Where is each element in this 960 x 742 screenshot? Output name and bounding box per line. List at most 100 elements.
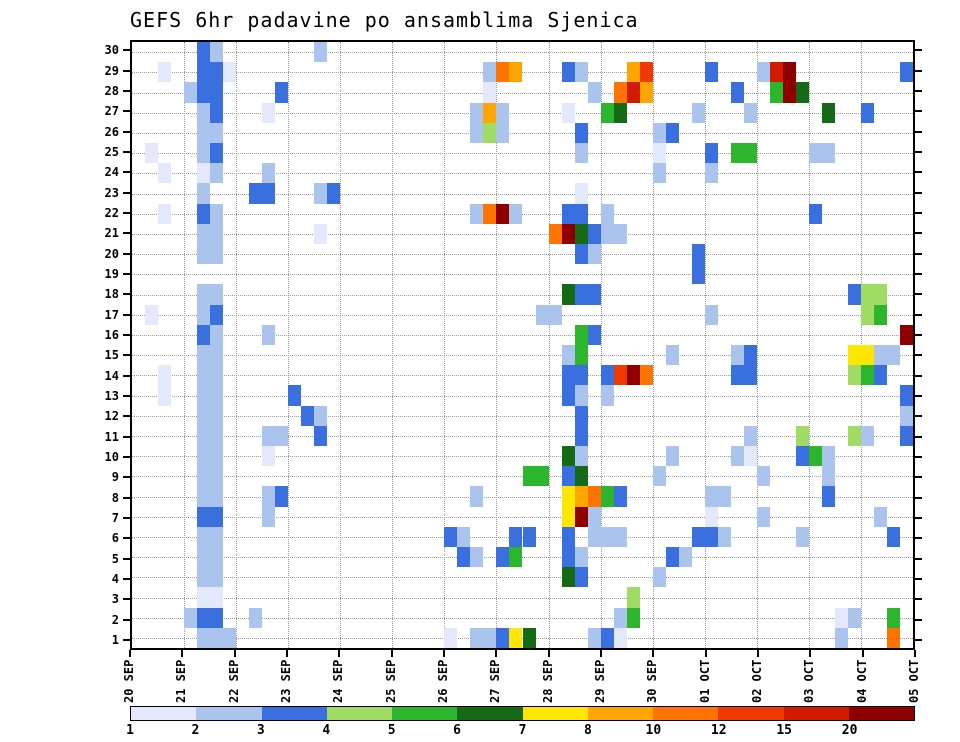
heatmap-cell xyxy=(210,547,224,568)
grid-line-horizontal xyxy=(132,173,913,175)
y-tick xyxy=(123,89,130,92)
heatmap-cell xyxy=(158,365,172,386)
y-tick-label: 16 xyxy=(104,327,119,342)
heatmap-cell xyxy=(197,183,211,204)
heatmap-cell xyxy=(158,203,172,224)
colorbar-label: 7 xyxy=(518,723,527,738)
heatmap-cell xyxy=(860,345,874,366)
heatmap-cell xyxy=(847,345,861,366)
y-tick-label: 27 xyxy=(104,104,119,119)
x-tick-label: 24 SEP xyxy=(331,659,346,703)
y-tick-label: 10 xyxy=(104,449,119,464)
heatmap-cell xyxy=(262,163,276,184)
grid-line-vertical xyxy=(808,42,810,648)
heatmap-cell xyxy=(574,62,588,83)
y-tick xyxy=(123,171,130,174)
heatmap-cell xyxy=(665,547,679,568)
y-tick-label: 26 xyxy=(104,124,119,139)
heatmap-cell xyxy=(860,304,874,325)
heatmap-cell xyxy=(821,446,835,467)
y-tick xyxy=(123,293,130,296)
x-tick xyxy=(129,650,131,657)
heatmap-cell xyxy=(197,405,211,426)
heatmap-cell xyxy=(210,405,224,426)
grid-line-vertical xyxy=(288,42,290,648)
heatmap-cell xyxy=(561,466,575,487)
heatmap-cell xyxy=(678,547,692,568)
y-tick-right xyxy=(915,272,922,275)
y-tick-right xyxy=(915,537,922,540)
heatmap-cell xyxy=(275,82,289,103)
colorbar-segment xyxy=(783,707,849,720)
heatmap-cell xyxy=(717,526,731,547)
x-tick-label: 05 OCT xyxy=(907,659,921,703)
y-tick-label: 21 xyxy=(104,226,119,241)
y-tick xyxy=(123,455,130,458)
grid-line-horizontal xyxy=(132,395,913,397)
heatmap-cell xyxy=(899,62,913,83)
heatmap-cell xyxy=(691,264,705,285)
grid-line-vertical xyxy=(392,42,394,648)
heatmap-cell xyxy=(652,122,666,143)
heatmap-cell xyxy=(886,627,900,648)
y-tick-right xyxy=(915,516,922,519)
heatmap-cell xyxy=(470,486,484,507)
heatmap-cell xyxy=(626,365,640,386)
y-tick-right xyxy=(915,394,922,397)
heatmap-cell xyxy=(574,365,588,386)
heatmap-cell xyxy=(197,122,211,143)
y-tick xyxy=(123,130,130,133)
heatmap-cell xyxy=(210,82,224,103)
grid-line-vertical xyxy=(184,42,186,648)
heatmap-cell xyxy=(275,486,289,507)
heatmap-cell xyxy=(574,506,588,527)
grid-line-horizontal xyxy=(132,415,913,417)
y-tick xyxy=(123,435,130,438)
heatmap-cell xyxy=(158,385,172,406)
x-tick-label: 22 SEP xyxy=(226,659,241,703)
heatmap-cell xyxy=(483,82,497,103)
heatmap-cell xyxy=(262,486,276,507)
y-tick xyxy=(123,110,130,113)
heatmap-cell xyxy=(587,324,601,345)
heatmap-cell xyxy=(197,607,211,628)
colorbar-label: 4 xyxy=(322,723,331,738)
heatmap-cell xyxy=(691,102,705,123)
heatmap-cell xyxy=(262,425,276,446)
x-tick xyxy=(443,650,445,657)
heatmap-cell xyxy=(587,506,601,527)
heatmap-cell xyxy=(743,365,757,386)
heatmap-cell xyxy=(574,567,588,588)
heatmap-cell xyxy=(197,627,211,648)
heatmap-cell xyxy=(197,506,211,527)
y-tick-right xyxy=(915,69,922,72)
grid-line-horizontal xyxy=(132,112,913,114)
heatmap-cell xyxy=(730,446,744,467)
y-tick-label: 13 xyxy=(104,388,119,403)
heatmap-cell xyxy=(639,82,653,103)
heatmap-cell xyxy=(574,547,588,568)
y-tick-right xyxy=(915,252,922,255)
x-tick-label: 20 SEP xyxy=(122,659,136,703)
heatmap-cell xyxy=(561,506,575,527)
heatmap-cell xyxy=(262,324,276,345)
heatmap-cell xyxy=(704,62,718,83)
heatmap-cell xyxy=(769,82,783,103)
y-tick-label: 5 xyxy=(111,551,119,566)
heatmap-cell xyxy=(314,183,328,204)
grid-line-vertical xyxy=(340,42,342,648)
heatmap-cell xyxy=(223,62,237,83)
heatmap-cell xyxy=(509,203,523,224)
heatmap-cell xyxy=(600,627,614,648)
heatmap-cell xyxy=(691,244,705,265)
y-tick xyxy=(123,232,130,235)
heatmap-cell xyxy=(483,102,497,123)
heatmap-cell xyxy=(860,365,874,386)
grid-line-horizontal xyxy=(132,516,913,518)
y-tick-label: 15 xyxy=(104,348,119,363)
heatmap-cell xyxy=(574,183,588,204)
heatmap-cell xyxy=(197,82,211,103)
heatmap-cell xyxy=(600,365,614,386)
y-tick-right xyxy=(915,374,922,377)
x-tick-label: 01 OCT xyxy=(697,659,712,703)
